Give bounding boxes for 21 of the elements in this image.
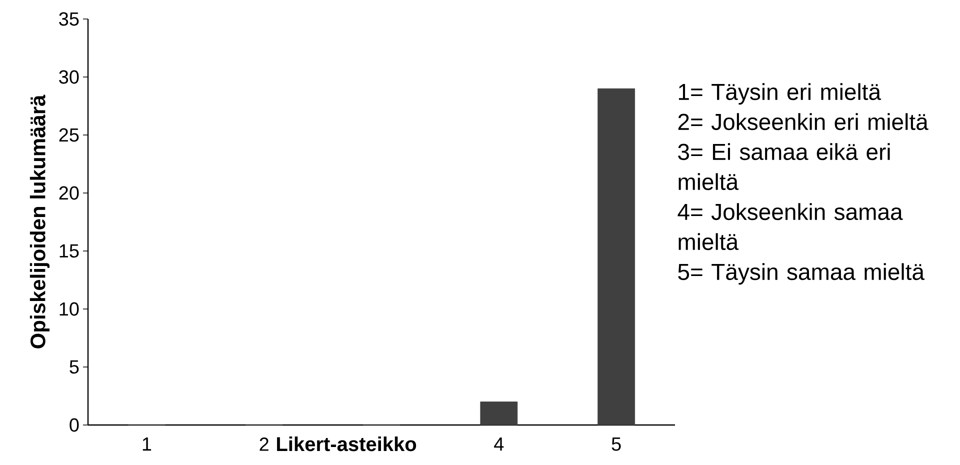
- y-tick-label: 15: [60, 244, 79, 258]
- y-tick-label: 5: [70, 360, 79, 374]
- text: 4= Jokseenkin samaa mieltä: [678, 203, 903, 250]
- y-tick-label: 10: [60, 302, 79, 316]
- y-tick-label: 35: [59, 12, 79, 26]
- text: 1= Täysin eri mieltä: [678, 83, 882, 105]
- text: 5= Täysin samaa mieltä: [678, 263, 925, 285]
- bar: [480, 402, 518, 426]
- y-tick-label: 30: [59, 70, 79, 84]
- x-tick-label: 1: [142, 438, 152, 451]
- x-axis-title: Likert-asteikko: [277, 436, 416, 452]
- bar: [598, 88, 636, 426]
- y-tick-label: 20: [59, 186, 79, 200]
- y-tick-label: 25: [59, 128, 79, 142]
- y-tick-label: 0: [70, 418, 79, 432]
- x-tick-label: 4: [494, 438, 504, 451]
- text: 2= Jokseenkin eri mieltä: [678, 113, 928, 130]
- y-axis-title: Opiskelijoiden lukumäärä: [30, 94, 50, 348]
- text: 3= Ei samaa eikä eri mieltä: [678, 143, 890, 190]
- x-tick-label: 5: [612, 438, 621, 451]
- x-tick-label: 2: [260, 438, 268, 451]
